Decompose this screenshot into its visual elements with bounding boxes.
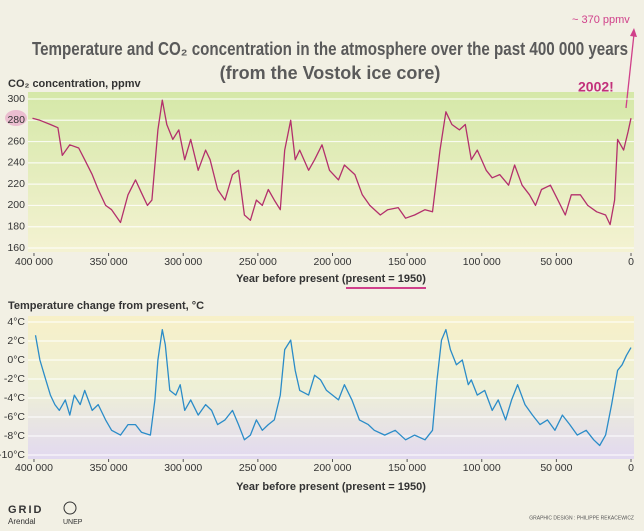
x-tick-label: 200 000 (314, 462, 352, 474)
arrow-head (630, 28, 637, 37)
y-tick-label: 280 (7, 114, 25, 126)
y-tick-label: 220 (7, 178, 25, 190)
x-tick-label: 0 (628, 462, 634, 474)
y-tick-label: 0°C (7, 354, 25, 366)
x-tick-label: 150 000 (388, 256, 426, 268)
logo: Arendal (8, 517, 36, 526)
title: Temperature and CO₂ concentration in the… (32, 39, 628, 59)
x-tick-label: 250 000 (239, 256, 277, 268)
y-tick-label: 160 (7, 242, 25, 254)
x-tick-label: 350 000 (90, 462, 128, 474)
x-tick-label: 300 000 (164, 462, 202, 474)
x-tick-label: 400 000 (15, 462, 53, 474)
y-tick-label: 300 (7, 93, 25, 105)
y-tick-label: 260 (7, 135, 25, 147)
plot-area (28, 316, 634, 459)
logo-mark (63, 501, 77, 515)
credits: GRAPHIC DESIGN : PHILIPPE REKACEWICZ (529, 515, 634, 521)
y-tick-label: 200 (7, 199, 25, 211)
y-tick-label: -4°C (4, 392, 26, 404)
y-axis-label: Temperature change from present, °C (8, 300, 204, 312)
data-line (32, 99, 632, 226)
x-tick-label: 400 000 (15, 256, 53, 268)
x-tick-label: 200 000 (314, 256, 352, 268)
highlight (5, 110, 27, 126)
y-axis-label: CO₂ concentration, ppmv (8, 78, 142, 90)
y-tick-label: 180 (7, 220, 25, 232)
y-tick-label: -6°C (4, 411, 26, 423)
subtitle: (from the Vostok ice core) (220, 63, 441, 83)
x-tick-label: 0 (628, 256, 634, 268)
data-line (34, 328, 632, 447)
x-tick-label: 100 000 (463, 256, 501, 268)
x-tick-label: 50 000 (540, 256, 572, 268)
x-tick-label: 350 000 (90, 256, 128, 268)
arrow (625, 33, 635, 109)
x-tick-label: 250 000 (239, 462, 277, 474)
x-tick-label: 150 000 (388, 462, 426, 474)
x-tick-label: 50 000 (540, 462, 572, 474)
logo: UNEP (63, 519, 83, 526)
x-tick-label: 300 000 (164, 256, 202, 268)
x-axis-label: Year before present (present = 1950) (236, 481, 426, 493)
annotation: ~ 370 ppmv (572, 14, 630, 26)
y-tick-label: -2°C (4, 373, 26, 385)
logo: GRID (8, 504, 44, 516)
y-tick-label: -8°C (4, 430, 26, 442)
x-tick-label: 100 000 (463, 462, 501, 474)
y-tick-label: 4°C (7, 316, 25, 328)
y-tick-label: 240 (7, 157, 25, 169)
y-tick-label: -10°C (0, 449, 25, 461)
annotation: 2002! (578, 79, 614, 95)
x-axis-label: Year before present (present = 1950) (236, 273, 426, 285)
y-tick-label: 2°C (7, 335, 25, 347)
